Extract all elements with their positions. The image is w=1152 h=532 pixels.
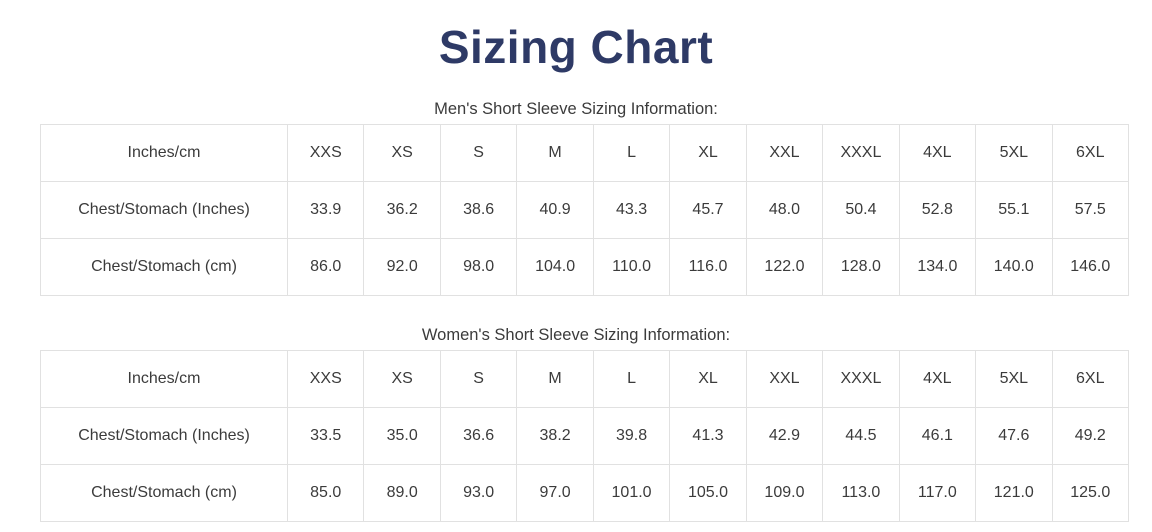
measurement-cell: 36.2 (363, 181, 441, 239)
measurement-cell: 113.0 (822, 464, 900, 522)
measurement-cell: 43.3 (592, 181, 671, 239)
row-label: Chest/Stomach (Inches) (40, 407, 288, 465)
sizing-table-mens: Inches/cm XXS XS S M L XL XXL XXXL 4XL 5XL 6XL Chest… (40, 124, 1130, 296)
measurement-cell: 134.0 (898, 238, 977, 296)
header-cell-size: S (439, 350, 518, 408)
measurement-cell: 109.0 (745, 464, 824, 522)
measurement-cell: 101.0 (592, 464, 671, 522)
measurement-cell: 140.0 (975, 238, 1053, 296)
measurement-cell: 39.8 (592, 407, 671, 465)
measurement-cell: 44.5 (822, 407, 900, 465)
measurement-cell: 38.2 (516, 407, 594, 465)
measurement-cell: 33.5 (286, 407, 365, 465)
page-title: Sizing Chart (438, 21, 714, 73)
measurement-cell: 42.9 (745, 407, 824, 465)
header-cell-size: 6XL (1051, 124, 1130, 182)
table-row: Chest/Stomach (cm) 85.0 89.0 93.0 97.0 101.0 1… (40, 464, 1130, 522)
header-cell-size: 5XL (975, 350, 1053, 408)
header-cell-size: XXXL (822, 124, 900, 182)
measurement-cell: 128.0 (822, 238, 900, 296)
measurement-cell: 125.0 (1051, 464, 1130, 522)
header-cell-size: XXS (286, 124, 365, 182)
header-cell-size: XXS (286, 350, 365, 408)
measurement-cell: 121.0 (975, 464, 1053, 522)
measurement-cell: 38.6 (439, 181, 518, 239)
row-label: Chest/Stomach (Inches) (40, 181, 288, 239)
header-cell-size: XXXL (822, 350, 900, 408)
header-cell-size: 4XL (898, 124, 977, 182)
measurement-cell: 46.1 (898, 407, 977, 465)
table-header-row: Inches/cm XXS XS S M L XL XXL XXXL 4XL 5XL 6XL (40, 124, 1130, 182)
sizing-section-womens: Women's Short Sleeve Sizing Information:… (0, 326, 1152, 522)
section-subtitle-womens: Women's Short Sleeve Sizing Information: (421, 326, 731, 344)
measurement-cell: 48.0 (745, 181, 824, 239)
measurement-cell: 92.0 (363, 238, 441, 296)
table-row: Chest/Stomach (cm) 86.0 92.0 98.0 104.0 110.0… (40, 238, 1130, 296)
header-cell-size: 4XL (898, 350, 977, 408)
header-cell-size: XS (363, 350, 441, 408)
header-cell-label: Inches/cm (40, 350, 288, 408)
measurement-cell: 47.6 (975, 407, 1053, 465)
header-cell-size: XXL (745, 350, 824, 408)
header-cell-size: S (439, 124, 518, 182)
measurement-cell: 86.0 (286, 238, 365, 296)
measurement-cell: 33.9 (286, 181, 365, 239)
section-subtitle-mens: Men's Short Sleeve Sizing Information: (434, 100, 718, 118)
measurement-cell: 35.0 (363, 407, 441, 465)
header-cell-size: XL (669, 350, 747, 408)
measurement-cell: 146.0 (1051, 238, 1130, 296)
sizing-sections: Men's Short Sleeve Sizing Information: In… (0, 100, 1152, 522)
table-row: Chest/Stomach (Inches) 33.9 36.2 38.6 40.9 43… (40, 181, 1130, 239)
measurement-cell: 122.0 (745, 238, 824, 296)
row-label: Chest/Stomach (cm) (40, 238, 288, 296)
header-cell-size: L (592, 350, 671, 408)
header-cell-size: XL (669, 124, 747, 182)
measurement-cell: 45.7 (669, 181, 747, 239)
header-cell-size: M (516, 124, 594, 182)
measurement-cell: 40.9 (516, 181, 594, 239)
measurement-cell: 49.2 (1051, 407, 1130, 465)
measurement-cell: 41.3 (669, 407, 747, 465)
measurement-cell: 97.0 (516, 464, 594, 522)
header-cell-size: M (516, 350, 594, 408)
table-header-row: Inches/cm XXS XS S M L XL XXL XXXL 4XL 5XL 6XL (40, 350, 1130, 408)
header-cell-size: 5XL (975, 124, 1053, 182)
sizing-table-womens: Inches/cm XXS XS S M L XL XXL XXXL 4XL 5XL 6XL Chest… (40, 350, 1130, 522)
measurement-cell: 110.0 (592, 238, 671, 296)
measurement-cell: 36.6 (439, 407, 518, 465)
measurement-cell: 57.5 (1051, 181, 1130, 239)
measurement-cell: 105.0 (669, 464, 747, 522)
table-row: Chest/Stomach (Inches) 33.5 35.0 36.6 38.2 39… (40, 407, 1130, 465)
measurement-cell: 85.0 (286, 464, 365, 522)
measurement-cell: 117.0 (898, 464, 977, 522)
header-cell-label: Inches/cm (40, 124, 288, 182)
measurement-cell: 55.1 (975, 181, 1053, 239)
measurement-cell: 50.4 (822, 181, 900, 239)
measurement-cell: 116.0 (669, 238, 747, 296)
measurement-cell: 93.0 (439, 464, 518, 522)
measurement-cell: 98.0 (439, 238, 518, 296)
measurement-cell: 52.8 (898, 181, 977, 239)
header-cell-size: 6XL (1051, 350, 1130, 408)
measurement-cell: 89.0 (363, 464, 441, 522)
measurement-cell: 104.0 (516, 238, 594, 296)
header-cell-size: L (592, 124, 671, 182)
sizing-section-mens: Men's Short Sleeve Sizing Information: In… (0, 100, 1152, 296)
header-cell-size: XXL (745, 124, 824, 182)
header-cell-size: XS (363, 124, 441, 182)
row-label: Chest/Stomach (cm) (40, 464, 288, 522)
